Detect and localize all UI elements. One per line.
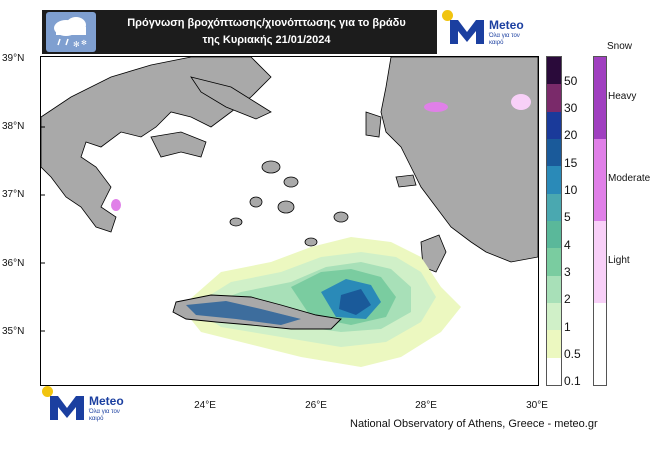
rain-scale-segment xyxy=(547,166,561,194)
logo-tagline-2: τον καιρό xyxy=(89,409,120,422)
rain-scale-label: 2 xyxy=(564,292,571,307)
forecast-header: ✻ ✻ Πρόγνωση βροχόπτωσης/χιονόπτωσης για… xyxy=(42,10,437,54)
meteo-logo-bottom[interactable]: Meteo Όλα για τον καιρό xyxy=(42,386,142,430)
rain-scale-label: 20 xyxy=(564,128,578,143)
rain-scale-segment xyxy=(547,57,561,85)
rain-scale-label: 4 xyxy=(564,237,571,252)
snow-scale-segment xyxy=(594,139,606,221)
page-title: Πρόγνωση βροχόπτωσης/χιονόπτωσης για το … xyxy=(104,15,429,49)
logo-tagline-2: τον καιρό xyxy=(489,33,520,46)
precip-area-15mm xyxy=(339,289,371,315)
precipitation-map xyxy=(40,56,539,386)
precip-over-crete xyxy=(186,301,301,325)
snow-patch-turkey xyxy=(424,102,448,112)
svg-text:✻: ✻ xyxy=(73,40,80,49)
rain-scale-label: 10 xyxy=(564,183,578,197)
rain-scale-label: 5 xyxy=(564,210,571,225)
rain-scale-label: 0.1 xyxy=(564,374,581,389)
rain-scale-segment xyxy=(547,303,561,331)
lat-label-35: 35°N xyxy=(2,326,25,337)
land-attica xyxy=(150,131,207,158)
title-line-2: της Κυριακής 21/01/2024 xyxy=(202,34,331,46)
lon-label-28: 28°E xyxy=(415,400,437,411)
logo-tagline: Όλα για τον καιρό xyxy=(489,33,529,47)
rain-scale-label: 3 xyxy=(564,265,571,279)
land-greece-mainland xyxy=(41,57,272,233)
logo-name: Meteo xyxy=(89,394,124,408)
meteo-m-icon xyxy=(50,396,84,420)
logo-tagline-1: Όλα για xyxy=(489,33,510,39)
land-island-naxos xyxy=(277,200,295,214)
logo-name: Meteo xyxy=(489,18,524,32)
snow-scale-segment xyxy=(594,221,606,303)
lon-label-24: 24°E xyxy=(194,400,216,411)
svg-text:✻: ✻ xyxy=(81,39,87,47)
sun-icon xyxy=(42,386,53,397)
land-island-paros xyxy=(249,196,263,208)
meteo-logo-top[interactable]: Meteo Όλα για τον καιρό xyxy=(442,10,542,54)
rain-scale-label: 50 xyxy=(564,73,578,88)
snow-scale-label: Heavy xyxy=(608,91,637,102)
rain-scale-segment xyxy=(547,139,561,167)
rain-scale-label: 30 xyxy=(564,101,578,115)
rain-scale-segment xyxy=(547,248,561,276)
land-chios xyxy=(365,111,382,138)
title-line-1: Πρόγνωση βροχόπτωσης/χιονόπτωσης για το … xyxy=(127,17,406,29)
lon-label-30: 30°E xyxy=(526,400,548,411)
sun-icon xyxy=(442,10,453,21)
lat-label-37: 37°N xyxy=(2,189,25,200)
logo-tagline-1: Όλα για xyxy=(89,409,110,415)
lat-label-39: 39°N xyxy=(2,53,25,64)
land-samos xyxy=(395,174,417,188)
snow-scale-segment xyxy=(594,57,606,139)
rain-scale-segment xyxy=(547,330,561,358)
snow-legend-title: Snow xyxy=(607,41,633,52)
meteo-m-icon xyxy=(450,20,484,44)
rain-scale-segment xyxy=(547,84,561,112)
snow-patch-east xyxy=(511,94,531,110)
rain-scale-segment xyxy=(547,221,561,249)
lat-label-36: 36°N xyxy=(2,258,25,269)
snow-patch-peloponnese xyxy=(111,199,121,211)
snow-colorbar xyxy=(593,56,607,386)
rain-scale-segment xyxy=(547,111,561,139)
logo-tagline: Όλα για τον καιρό xyxy=(89,409,129,423)
land-island-milos xyxy=(229,217,243,227)
map-canvas xyxy=(41,57,538,367)
lat-label-38: 38°N xyxy=(2,121,25,132)
rain-scale-segment xyxy=(547,193,561,221)
snow-scale-label: Moderate xyxy=(608,173,650,184)
rain-scale-segment xyxy=(547,357,561,385)
rain-scale-label: 0.5 xyxy=(564,347,581,361)
land-island-kos xyxy=(333,211,349,223)
rain-scale-segment xyxy=(547,275,561,303)
credit-text: National Observatory of Athens, Greece -… xyxy=(350,418,598,430)
land-island-tinos xyxy=(283,176,299,188)
rain-snow-cloud-icon: ✻ ✻ xyxy=(46,12,96,52)
land-island-amorgos xyxy=(304,237,318,247)
land-turkey xyxy=(380,57,538,263)
land-island-andros xyxy=(261,160,281,174)
land-evia xyxy=(190,76,272,120)
rain-scale-label: 15 xyxy=(564,155,578,170)
rain-scale-label: 1 xyxy=(564,319,571,334)
rain-colorbar xyxy=(546,56,562,386)
lon-label-26: 26°E xyxy=(305,400,327,411)
snow-scale-label: Light xyxy=(608,255,630,266)
